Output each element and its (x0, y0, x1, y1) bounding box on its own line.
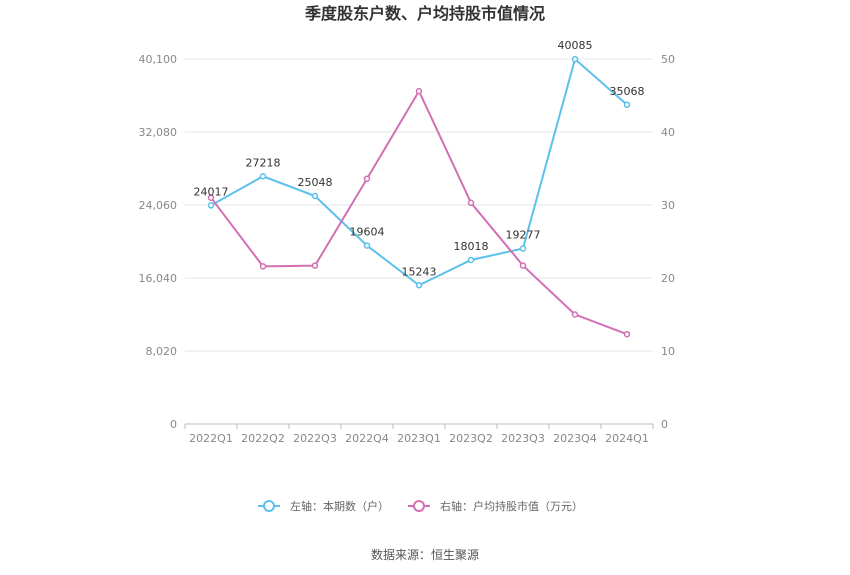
data-point (415, 87, 423, 95)
data-point (623, 330, 631, 338)
y-right-tick-label: 50 (661, 53, 675, 66)
x-tick-label: 2022Q3 (293, 432, 337, 445)
y-left-tick-label: 16,040 (139, 272, 178, 285)
grid (185, 58, 653, 352)
y-left-tick-label: 24,060 (139, 199, 178, 212)
axes: 0 8,020 16,040 24,060 32,080 40,100 0 10 20 30 40 5… (139, 53, 676, 445)
x-tick-label: 2023Q2 (449, 432, 493, 445)
data-point (207, 194, 215, 201)
y-right-tick-label: 10 (661, 345, 675, 358)
y-right-tick-label: 0 (661, 418, 668, 431)
data-point (311, 192, 319, 200)
data-label: 19604 (350, 226, 385, 239)
source-note: 数据来源：恒生聚源 (371, 547, 479, 562)
legend-swatch-marker (413, 500, 425, 512)
y-left-tick-label: 8,020 (146, 345, 178, 358)
x-tick-label: 2022Q4 (345, 432, 389, 445)
y-right-tick-label: 20 (661, 272, 675, 285)
data-labels: 24017 27218 25048 19604 15243 18018 19277 40085… (194, 39, 645, 278)
x-tick-label: 2022Q2 (241, 432, 285, 445)
data-point (623, 101, 631, 109)
y-right-tick-label: 30 (661, 199, 675, 212)
x-tick-label: 2023Q3 (501, 432, 545, 445)
data-label: 24017 (194, 185, 229, 198)
y-left-tick-label: 0 (170, 418, 177, 431)
data-label: 27218 (246, 156, 281, 169)
legend-label: 右轴：户均持股市值（万元） (440, 499, 583, 513)
series-layer (207, 55, 631, 338)
data-point (311, 262, 319, 269)
data-label: 15243 (402, 265, 437, 278)
chart-title: 季度股东户数、户均持股市值情况 (304, 4, 545, 23)
data-point (207, 202, 215, 209)
data-label: 40085 (558, 39, 593, 52)
series-line-avg-value (210, 88, 628, 336)
data-label: 18018 (454, 240, 489, 253)
y-right-tick-label: 40 (661, 126, 675, 139)
legend-label: 左轴：本期数（户） (290, 499, 389, 513)
x-tick-label: 2022Q1 (189, 432, 233, 445)
data-label: 19277 (506, 229, 541, 242)
data-point (571, 311, 579, 318)
x-tick-label: 2024Q1 (605, 432, 649, 445)
legend: 左轴：本期数（户） 右轴：户均持股市值（万元） (258, 499, 583, 513)
data-label: 25048 (298, 176, 333, 189)
data-point (571, 55, 579, 63)
data-point (415, 282, 423, 289)
y-left-tick-label: 40,100 (139, 53, 178, 66)
x-tick-label: 2023Q4 (553, 432, 597, 445)
data-point (519, 262, 527, 269)
data-point (467, 199, 475, 207)
data-label: 35068 (610, 85, 645, 98)
data-point (519, 245, 527, 252)
data-point (259, 173, 267, 180)
data-point (363, 242, 371, 249)
data-point (363, 175, 371, 182)
x-tick-label: 2023Q1 (397, 432, 441, 445)
legend-swatch-marker (263, 500, 275, 512)
data-point (259, 263, 267, 270)
data-point (467, 256, 475, 264)
y-left-tick-label: 32,080 (139, 126, 178, 139)
